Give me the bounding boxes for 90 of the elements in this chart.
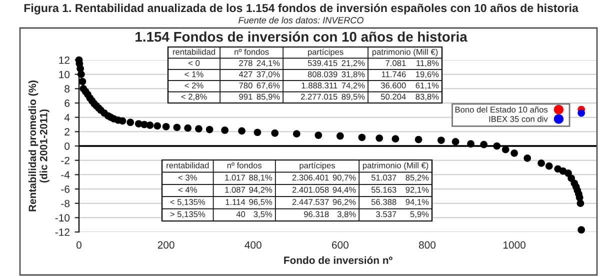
y-tick-label: -6: [61, 186, 70, 193]
annotation: 94,2%: [249, 186, 272, 194]
x-tick-label: 1000: [504, 241, 526, 249]
annotation: 1.017: [225, 174, 245, 181]
annotation: 56.388: [371, 199, 396, 205]
annotation: 1.087: [225, 186, 245, 193]
text: patrimonio (Mill €): [372, 48, 438, 56]
annotation: 37,0%: [256, 71, 280, 78]
annotation: 85,2%: [406, 174, 429, 182]
legend-label: Bono del Estado 10 años: [455, 106, 548, 113]
annotation: rentabilidad: [166, 162, 209, 168]
y-tick-label: -8: [61, 200, 70, 208]
y-tick-label: -4: [61, 171, 70, 178]
annotation: 11,8%: [416, 60, 439, 68]
annotation: 3,8%: [337, 211, 356, 218]
annotation: patrimonio (Mill €): [362, 162, 428, 170]
annotation: 92,1%: [406, 186, 429, 194]
annotation: 55.163: [371, 186, 396, 193]
annotation: 94,4%: [332, 186, 356, 194]
annotation: 3.537: [376, 211, 396, 218]
annotation: 5,9%: [410, 211, 429, 218]
annotation: 2.306.401: [292, 174, 329, 181]
legend-label: IBEX 35 con div: [489, 116, 548, 122]
y-tick-label: 10: [59, 70, 70, 78]
annotation: 808.039: [308, 71, 338, 78]
annotation: 96,5%: [249, 199, 272, 206]
annotation: 89,5%: [342, 94, 365, 101]
y-tick-label: -12: [55, 228, 70, 236]
text: partícipes: [308, 48, 344, 57]
annotation: < 4%: [178, 186, 197, 193]
annotation: 278: [239, 60, 252, 66]
y-tick-label: 0: [64, 142, 70, 150]
annotation: 3,5%: [254, 211, 272, 218]
x-tick-label: 200: [158, 241, 174, 249]
y-tick-label: -2: [61, 156, 70, 164]
chart-subtitle: 1.154 Fondos de inversión con 10 años de historia: [136, 31, 468, 42]
annotation: 2.277.015: [300, 94, 338, 100]
annotation: 85,9%: [256, 94, 280, 101]
annotation: 7.081: [386, 60, 406, 66]
text: rentabilidad: [173, 48, 216, 55]
y-tick-label: -10: [55, 214, 70, 222]
annotation: 1.114: [226, 199, 246, 205]
annotation: 67,6%: [256, 82, 280, 90]
annotation: < 2,8%: [181, 94, 207, 101]
x-tick-label: 800: [419, 241, 436, 249]
annotation: 19,6%: [416, 71, 439, 78]
annotation: 780: [239, 82, 252, 88]
annotation: nº fondos: [227, 162, 262, 168]
text: nº fondos: [234, 48, 269, 55]
annotation: 991: [239, 94, 252, 100]
annotation: 36.600: [380, 82, 406, 88]
annotation: 2.447.537: [292, 199, 329, 205]
annotation: 61,1%: [416, 82, 439, 90]
annotation: 51.037: [371, 174, 396, 181]
annotation: 2.401.058: [292, 186, 329, 193]
annotation: 94,1%: [406, 199, 429, 206]
annotation: 90,7%: [332, 174, 356, 182]
annotation: 11.746: [382, 71, 406, 78]
y-tick-label: 6: [64, 100, 70, 107]
y-tick-label: 4: [64, 114, 70, 122]
x-axis-title: Fondo de inversión nº: [284, 256, 392, 264]
annotation: 21,2%: [342, 60, 365, 68]
y-tick-label: 8: [64, 85, 70, 93]
x-tick-label: 400: [244, 241, 262, 249]
annotation: 539.415: [308, 60, 338, 66]
annotation: 50.204: [380, 94, 406, 100]
annotation: 40: [236, 211, 246, 218]
y-tick-label: 12: [59, 56, 70, 64]
annotation: 74,2%: [342, 82, 365, 90]
annotation: partícipes: [300, 162, 336, 170]
annotation: 427: [238, 71, 252, 78]
source-note: Fuente de los datos: INVERCO: [238, 16, 364, 24]
x-tick-label: 600: [332, 241, 348, 249]
annotation: < 2%: [184, 82, 204, 88]
annotation: < 3%: [178, 174, 197, 181]
annotation: 31,8%: [342, 71, 365, 78]
annotation: 1.888.311: [302, 82, 338, 88]
x-tick-label: 0: [76, 241, 82, 249]
annotation: < 5,135%: [170, 199, 206, 206]
annotation: 83,8%: [416, 94, 439, 101]
annotation: < 1%: [184, 71, 204, 78]
y-axis-title: Rentabilidad promedio (%) (dic 2001-2011): [28, 80, 50, 212]
annotation: < 0: [188, 60, 200, 66]
annotation: 88,1%: [249, 174, 272, 182]
annotation: 24,1%: [256, 60, 280, 68]
y-tick-label: 2: [64, 128, 70, 136]
annotation: 96,2%: [332, 199, 356, 206]
annotation: 96.318: [304, 211, 329, 218]
annotation: > 5,135%: [170, 211, 206, 218]
chart-title: Figura 1. Rentabilidad anualizada de los 1.154 fondos de inversión españoles con 10 años de historia: [24, 4, 578, 14]
